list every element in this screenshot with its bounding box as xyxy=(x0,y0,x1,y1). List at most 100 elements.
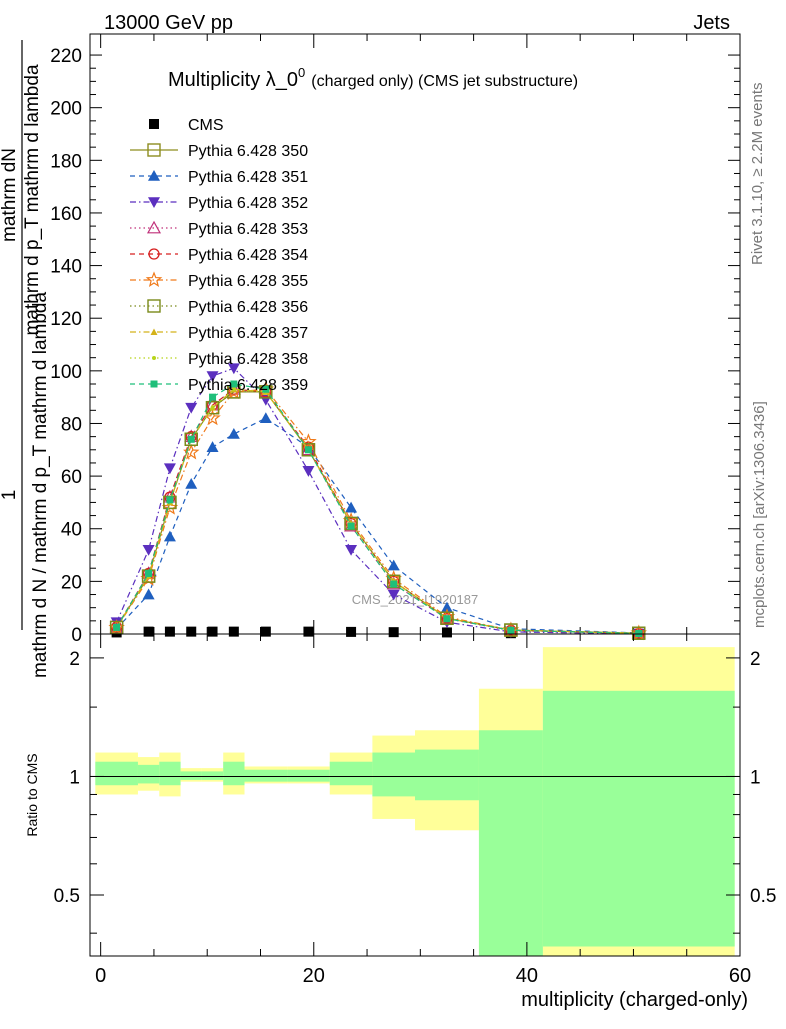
data-point-10-4 xyxy=(209,393,217,401)
ytick-label-6: 120 xyxy=(50,309,82,330)
title-suffix: (charged only) (CMS jet substructure) xyxy=(311,73,578,90)
ratio-ytick-label-left-0: 0.5 xyxy=(54,886,80,907)
legend-marker-2 xyxy=(148,170,160,181)
main-title: Multiplicity λ_00 (charged only) (CMS jet… xyxy=(168,65,578,91)
xtick-label-3: 60 xyxy=(729,965,751,987)
legend-entry-9: Pythia 6.428 358 xyxy=(130,351,308,368)
legend-label-6: Pythia 6.428 355 xyxy=(188,273,308,290)
data-point-2-10 xyxy=(440,601,453,613)
legend-entry-8: Pythia 6.428 357 xyxy=(130,325,308,342)
data-point-6-3 xyxy=(182,443,200,460)
legend-label-1: Pythia 6.428 350 xyxy=(188,143,308,160)
ratio-band-green-5 xyxy=(223,761,245,786)
data-point-0-2 xyxy=(164,626,175,637)
data-point-3-4 xyxy=(206,371,219,383)
ratio-ytick-label-right-2: 2 xyxy=(750,649,761,670)
ylabel-top-num: mathrm dN xyxy=(0,148,20,242)
legend-marker-3 xyxy=(148,197,160,208)
legend-label-8: Pythia 6.428 357 xyxy=(188,325,308,342)
data-point-0-3 xyxy=(186,626,197,637)
legend-label-3: Pythia 6.428 352 xyxy=(188,195,308,212)
xtick-label-1: 20 xyxy=(303,965,325,987)
legend: CMS Pythia 6.428 350 Pythia 6.428 351 Pythi… xyxy=(130,117,308,394)
legend-label-10: Pythia 6.428 359 xyxy=(188,377,308,394)
legend-marker-9 xyxy=(152,356,156,360)
ytick-label-0: 0 xyxy=(71,625,82,646)
legend-entry-5: Pythia 6.428 354 xyxy=(130,247,308,264)
ytick-label-9: 180 xyxy=(50,151,82,172)
data-point-10-5 xyxy=(230,380,238,388)
ytick-label-5: 100 xyxy=(50,362,82,383)
ytick-label-4: 80 xyxy=(61,414,82,435)
data-point-10-0 xyxy=(113,623,121,631)
data-point-2-4 xyxy=(206,441,219,452)
ytick-label-7: 140 xyxy=(50,257,82,278)
data-point-3-8 xyxy=(345,544,358,556)
ratio-ytick-label-left-1: 1 xyxy=(69,767,80,788)
data-point-10-11 xyxy=(507,626,515,634)
ratio-band-green-6 xyxy=(244,769,288,782)
data-point-0-1 xyxy=(143,626,154,637)
legend-label-4: Pythia 6.428 353 xyxy=(188,221,308,238)
data-point-2-8 xyxy=(345,501,358,513)
legend-label-0: CMS xyxy=(188,117,224,134)
title-main: Multiplicity λ_0 xyxy=(168,69,298,91)
data-point-3-1 xyxy=(142,544,155,556)
data-point-10-6 xyxy=(262,385,270,393)
data-point-2-6 xyxy=(259,412,272,424)
data-point-10-2 xyxy=(166,496,174,504)
data-point-10-8 xyxy=(347,522,355,530)
data-point-0-8 xyxy=(346,626,357,637)
xlabel: multiplicity (charged-only) xyxy=(521,989,748,1011)
ratio-band-green-3 xyxy=(180,771,202,780)
data-point-0-7 xyxy=(303,626,314,637)
legend-marker-0 xyxy=(149,119,159,129)
legend-marker-4 xyxy=(146,220,162,234)
data-point-10-3 xyxy=(187,435,195,443)
legend-entry-10: Pythia 6.428 359 xyxy=(130,377,308,394)
ratio-band-green-10 xyxy=(415,749,479,801)
legend-label-2: Pythia 6.428 351 xyxy=(188,169,308,186)
data-point-3-9 xyxy=(387,589,400,601)
xtick-label-0: 0 xyxy=(95,965,106,987)
ratio-panel: 0 20 40 60 0.5 0.5 1 1 2 2 xyxy=(54,633,776,987)
ylabel-left-den: mathrm d N / mathrm d p_T mathrm d lambd… xyxy=(30,292,51,679)
legend-marker-5 xyxy=(148,248,160,260)
data-point-10-12 xyxy=(635,629,643,637)
legend-entry-4: Pythia 6.428 353 xyxy=(130,220,308,238)
legend-entry-6: Pythia 6.428 355 xyxy=(130,271,308,290)
data-point-7-7 xyxy=(301,443,316,457)
upper-panel: 0 20 40 60 80 100 120 140 160 180 200 220 xyxy=(50,33,741,646)
header-left: 13000 GeV pp xyxy=(104,12,233,34)
legend-label-7: Pythia 6.428 356 xyxy=(188,299,308,316)
data-point-2-9 xyxy=(387,559,400,571)
rivet-label: Rivet 3.1.10, ≥ 2.2M events xyxy=(749,83,766,266)
data-point-7-10 xyxy=(440,611,454,625)
data-point-2-1 xyxy=(142,588,155,600)
series-10 xyxy=(113,380,643,637)
legend-label-9: Pythia 6.428 358 xyxy=(188,351,308,368)
ratio-band-green-12 xyxy=(542,690,735,947)
header-right: Jets xyxy=(693,12,730,34)
ratio-band-green-1 xyxy=(137,764,160,784)
ratio-band-green-2 xyxy=(159,761,181,786)
data-point-2-2 xyxy=(163,530,176,542)
ytick-label-1: 20 xyxy=(61,572,82,593)
data-point-2-5 xyxy=(227,428,240,439)
data-point-0-6 xyxy=(260,626,271,637)
title-superscript: 0 xyxy=(298,65,305,80)
legend-marker-6 xyxy=(145,271,163,288)
ratio-band-green-4 xyxy=(201,771,224,780)
data-point-3-3 xyxy=(185,402,198,414)
ratio-band-green-9 xyxy=(372,752,415,797)
ratio-band-green-8 xyxy=(329,761,373,786)
data-point-9-4 xyxy=(210,405,215,410)
data-point-9-5 xyxy=(231,387,236,392)
ratio-band-green-11 xyxy=(478,730,543,956)
data-point-7-0 xyxy=(109,620,124,635)
mcplots-label: mcplots.cern.ch [arXiv:1306.3436] xyxy=(751,401,768,628)
ratio-ylabel: Ratio to CMS xyxy=(24,753,40,836)
data-point-6-7 xyxy=(300,433,317,449)
data-point-0-9 xyxy=(388,627,399,638)
